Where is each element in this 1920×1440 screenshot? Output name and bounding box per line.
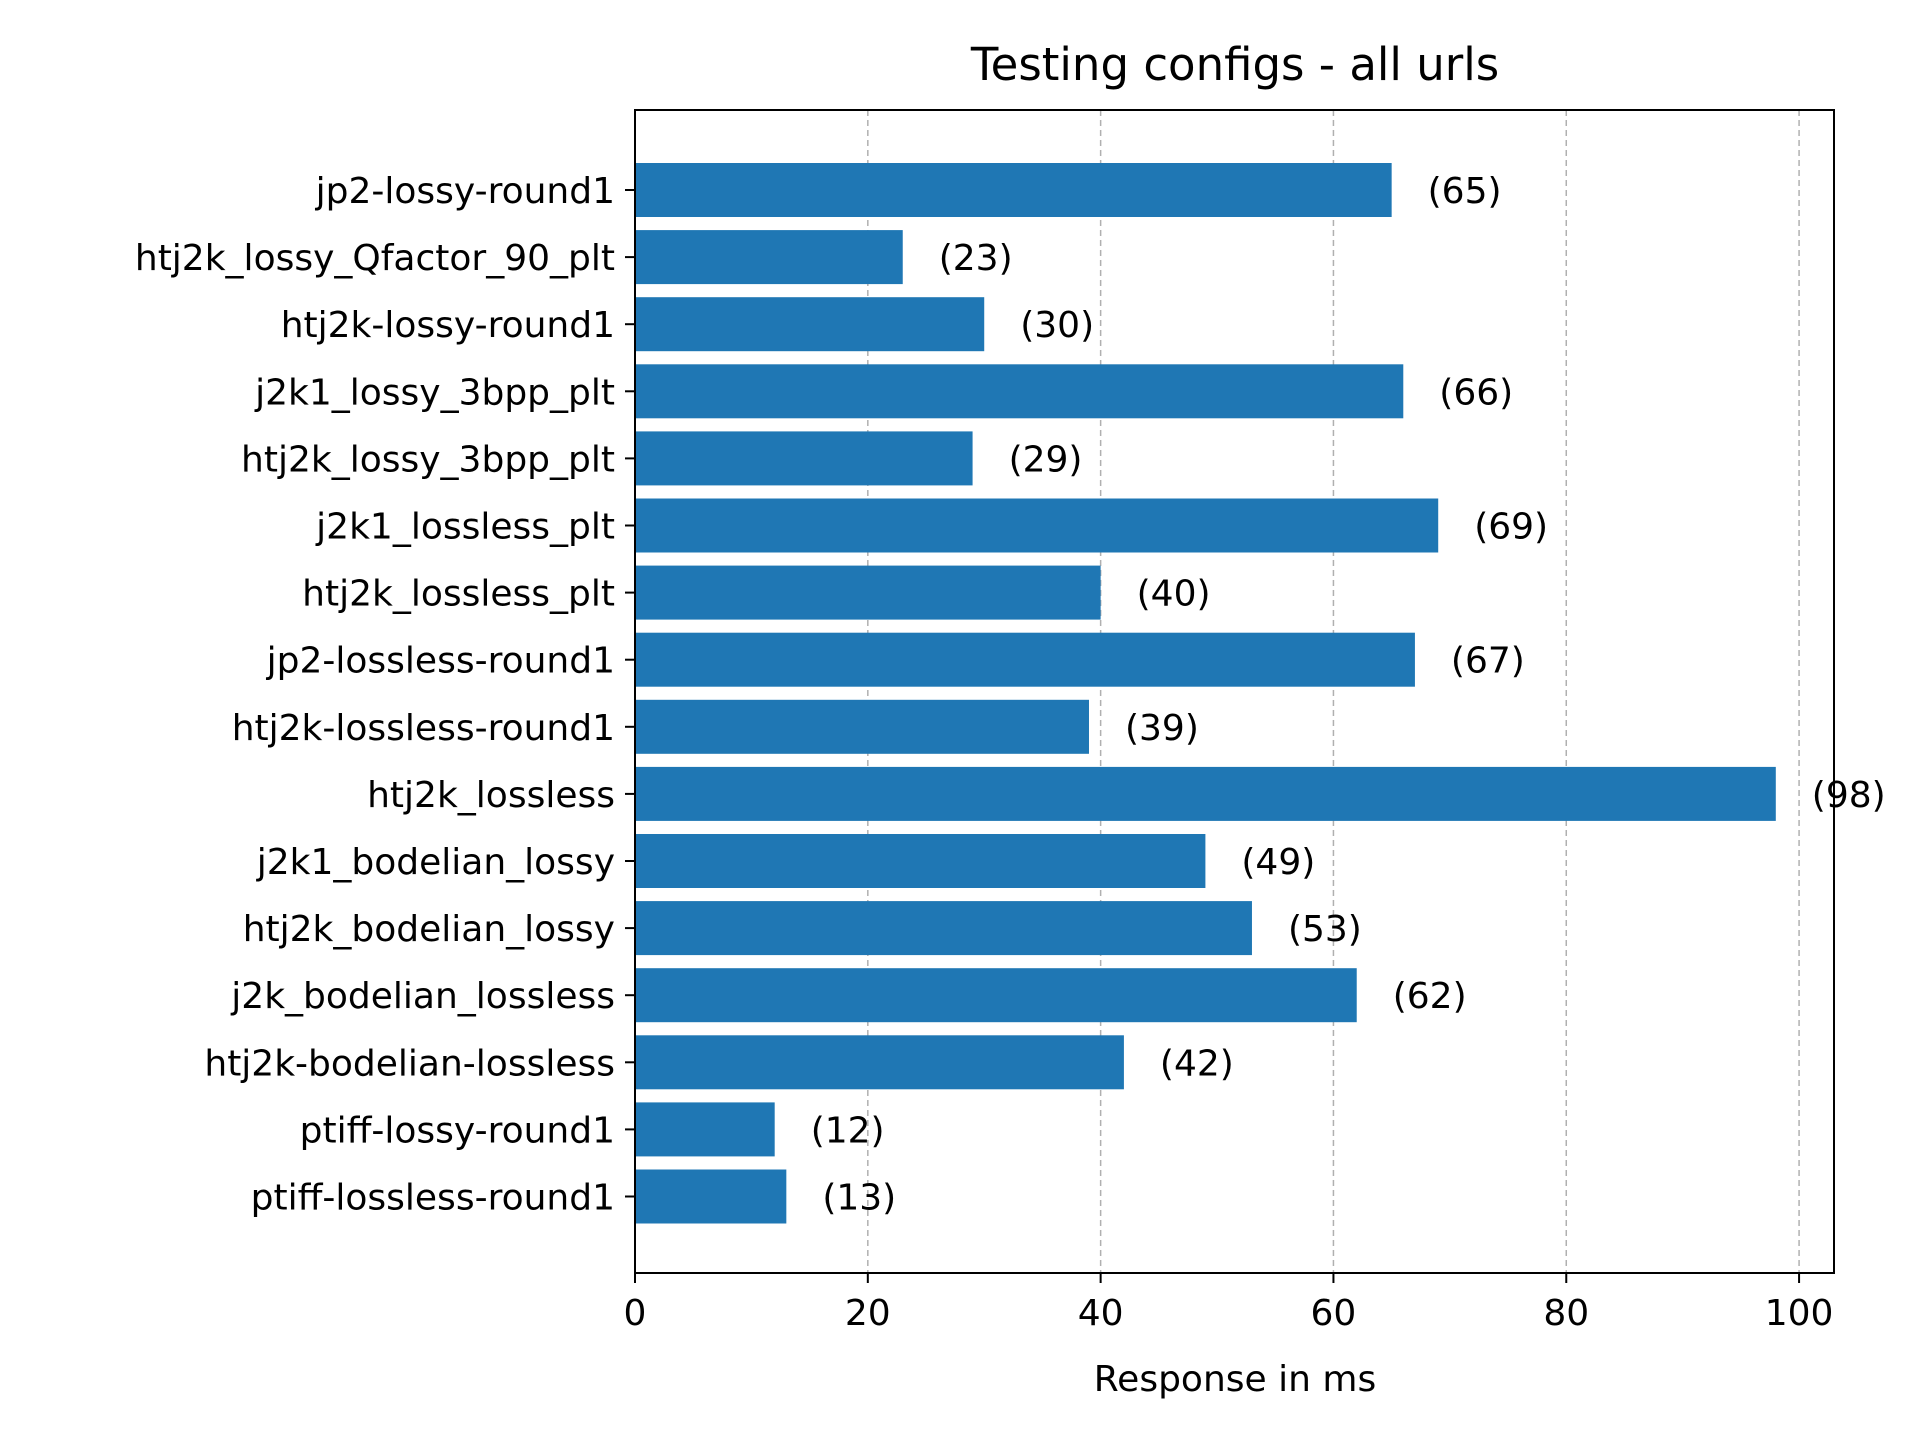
bar-value-label: (29) (1009, 439, 1083, 480)
x-tick-label: 0 (624, 1293, 647, 1334)
x-tick-label: 20 (845, 1293, 891, 1334)
x-axis-label: Response in ms (1094, 1359, 1376, 1400)
bar-value-label: (42) (1160, 1043, 1234, 1084)
y-tick-label: htj2k_lossless_plt (302, 574, 615, 615)
bar-value-label: (13) (822, 1178, 896, 1219)
bar (635, 431, 973, 486)
bar (635, 1102, 775, 1157)
bar-value-label: (62) (1393, 976, 1467, 1017)
bar (635, 498, 1439, 553)
bar (635, 565, 1101, 620)
bar (635, 297, 985, 352)
bar (635, 834, 1206, 888)
bars (635, 163, 1776, 1224)
y-tick-label: j2k_bodelian_lossless (230, 976, 615, 1017)
y-tick-label: jp2-lossy-round1 (315, 171, 615, 212)
bar-value-label: (69) (1474, 507, 1548, 548)
bar (635, 699, 1089, 754)
y-tick-label: jp2-lossless-round1 (266, 641, 615, 682)
y-tick-label: htj2k_bodelian_lossy (243, 909, 615, 950)
bar-value-label: (65) (1428, 171, 1502, 212)
x-tick-label: 80 (1543, 1293, 1589, 1334)
y-tick-label: htj2k-bodelian-lossless (204, 1043, 615, 1084)
bar-value-label: (98) (1812, 775, 1886, 816)
bar (635, 364, 1404, 419)
y-tick-label: ptiff-lossy-round1 (300, 1110, 615, 1151)
bar-value-label: (39) (1125, 708, 1199, 749)
bar-value-label: (23) (939, 238, 1013, 279)
chart-title: Testing configs - all urls (970, 38, 1499, 91)
bar-value-label: (12) (811, 1110, 885, 1151)
bar (635, 968, 1357, 1023)
bar (635, 230, 903, 285)
x-tick-label: 100 (1765, 1293, 1834, 1334)
bar (635, 632, 1415, 687)
bar (635, 163, 1392, 217)
x-axis: 0 20 40 60 80 100 (624, 1273, 1834, 1334)
y-tick-label: htj2k_lossy_3bpp_plt (241, 439, 615, 480)
y-tick-label: j2k1_lossy_3bpp_plt (254, 372, 615, 413)
bar (635, 766, 1776, 821)
data-labels: (65) (23)(30) (66) (29) (69) (40) (67) (39) (98)… (811, 171, 1886, 1219)
y-tick-label: j2k1_bodelian_lossy (256, 842, 615, 883)
bar-value-label: (66) (1439, 372, 1513, 413)
x-tick-label: 40 (1078, 1293, 1124, 1334)
y-axis: jp2-lossy-round1 htj2k_lossy_Qfactor_90_p… (135, 171, 635, 1219)
y-tick-label: htj2k-lossless-round1 (232, 708, 615, 749)
bar-value-label: (49) (1241, 842, 1315, 883)
y-tick-label: htj2k_lossy_Qfactor_90_plt (135, 238, 615, 279)
bar-value-label: (40) (1137, 574, 1211, 615)
bar-value-label: (53) (1288, 909, 1362, 950)
bar (635, 901, 1252, 956)
y-tick-label: ptiff-lossless-round1 (251, 1178, 615, 1219)
plot-frame (634, 109, 1835, 1274)
y-tick-label: j2k1_lossless_plt (315, 507, 615, 548)
bar-value-label: (67) (1451, 641, 1525, 682)
y-tick-label: htj2k-lossy-round1 (281, 305, 615, 346)
bar (635, 1035, 1124, 1090)
bar (635, 1169, 787, 1224)
y-tick-label: htj2k_lossless (367, 775, 615, 816)
x-tick-label: 60 (1311, 1293, 1357, 1334)
bar-value-label: (30) (1020, 305, 1094, 346)
